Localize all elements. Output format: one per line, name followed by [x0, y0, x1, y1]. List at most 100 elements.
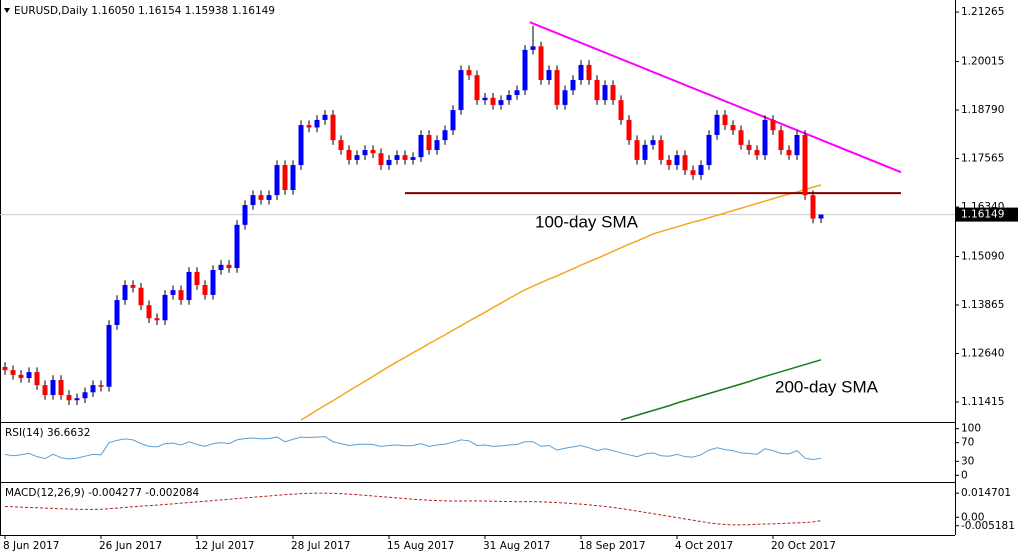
- candle-body: [682, 155, 688, 171]
- candle-body: [594, 79, 600, 101]
- candle-body: [178, 290, 184, 301]
- candle-body: [666, 159, 672, 166]
- last-price-label: 1.16149: [961, 209, 1004, 221]
- candle-body: [266, 195, 272, 200]
- candle-body: [754, 150, 760, 156]
- candle-body: [738, 130, 744, 145]
- candle-body: [786, 150, 792, 156]
- indicator-line: [4, 436, 822, 460]
- candle-body: [218, 264, 224, 270]
- candle-body: [698, 165, 704, 175]
- candle-body: [402, 155, 408, 160]
- candle-body: [10, 370, 16, 375]
- candle-body: [586, 64, 592, 80]
- candle-body: [482, 97, 488, 101]
- candle-body: [290, 165, 296, 191]
- candle-body: [794, 134, 800, 156]
- candle-body: [130, 285, 136, 288]
- x-tick-label: 12 Jul 2017: [195, 540, 254, 552]
- y-tick-label: 0.00: [961, 511, 984, 523]
- candle-body: [690, 170, 696, 175]
- candle-body: [210, 269, 216, 295]
- candle-body: [322, 114, 328, 120]
- candle-body: [730, 125, 736, 131]
- candle-body: [610, 85, 616, 101]
- candle-body: [466, 70, 472, 76]
- sma-line: [300, 184, 822, 421]
- indicator-title: MACD(12,26,9) -0.004277 -0.002084: [5, 487, 200, 499]
- candle-body: [362, 150, 368, 156]
- candle-body: [778, 130, 784, 151]
- candle-body: [546, 70, 552, 80]
- candle-body: [194, 271, 200, 286]
- candle-body: [354, 155, 360, 160]
- candle-body: [114, 300, 120, 325]
- candle-body: [122, 285, 128, 301]
- candle-body: [202, 285, 208, 295]
- last-price-box: [956, 207, 1018, 222]
- candle-body: [274, 165, 280, 196]
- candle-body: [34, 372, 40, 386]
- candle-body: [802, 134, 808, 196]
- candle-body: [162, 294, 168, 321]
- candle-body: [578, 64, 584, 80]
- candle-body: [26, 372, 32, 379]
- candle-body: [810, 195, 816, 219]
- candle-body: [642, 144, 648, 160]
- y-tick-label: 1.17565: [961, 153, 1004, 165]
- x-tick-label: 28 Jul 2017: [291, 540, 350, 552]
- indicator-title: RSI(14) 36.6632: [5, 427, 90, 439]
- candle-body: [498, 100, 504, 105]
- candle-body: [226, 264, 232, 268]
- y-tick-label: 1.18790: [961, 104, 1004, 116]
- candle-body: [258, 195, 264, 200]
- candle-body: [450, 110, 456, 131]
- candle-body: [442, 130, 448, 141]
- candle-body: [50, 380, 56, 396]
- candle-body: [314, 119, 320, 128]
- candle-body: [538, 46, 544, 80]
- candle-body: [2, 366, 8, 371]
- candle-body: [146, 305, 152, 319]
- x-tick-label: 4 Oct 2017: [675, 540, 733, 552]
- y-tick-label: 0.014701: [961, 487, 1011, 499]
- candle-body: [346, 150, 352, 160]
- candle-body: [154, 318, 160, 321]
- candle-body: [530, 46, 536, 50]
- sma-line: [620, 359, 822, 421]
- candle-body: [186, 271, 192, 301]
- candle-body: [410, 157, 416, 160]
- series-label: 200-day SMA: [775, 377, 879, 396]
- candle-body: [522, 49, 528, 91]
- candle-body: [90, 385, 96, 393]
- candle-body: [306, 125, 312, 128]
- candle-body: [338, 140, 344, 151]
- candle-body: [170, 290, 176, 295]
- candle-body: [98, 385, 104, 387]
- candle-body: [818, 214, 824, 219]
- frame: [0, 0, 956, 536]
- candle-body: [66, 395, 72, 401]
- y-tick-label: 0: [961, 469, 968, 481]
- candle-body: [490, 97, 496, 105]
- candle-body: [58, 380, 64, 396]
- x-tick-label: 18 Sep 2017: [579, 540, 646, 552]
- candle-body: [330, 114, 336, 141]
- candle-body: [418, 134, 424, 158]
- candle-body: [762, 119, 768, 156]
- y-tick-label: 100: [961, 423, 981, 435]
- candle-body: [626, 119, 632, 141]
- candle-body: [250, 195, 256, 206]
- indicator-line: [4, 492, 822, 526]
- y-tick-label: 1.11415: [961, 396, 1004, 408]
- candle-body: [386, 159, 392, 166]
- candle-body: [674, 155, 680, 166]
- candle-body: [506, 95, 512, 101]
- candle-body: [714, 114, 720, 135]
- y-tick-label: -0.005181: [961, 520, 1015, 532]
- candle-body: [706, 134, 712, 166]
- candle-body: [722, 114, 728, 126]
- y-tick-label: 30: [961, 455, 974, 467]
